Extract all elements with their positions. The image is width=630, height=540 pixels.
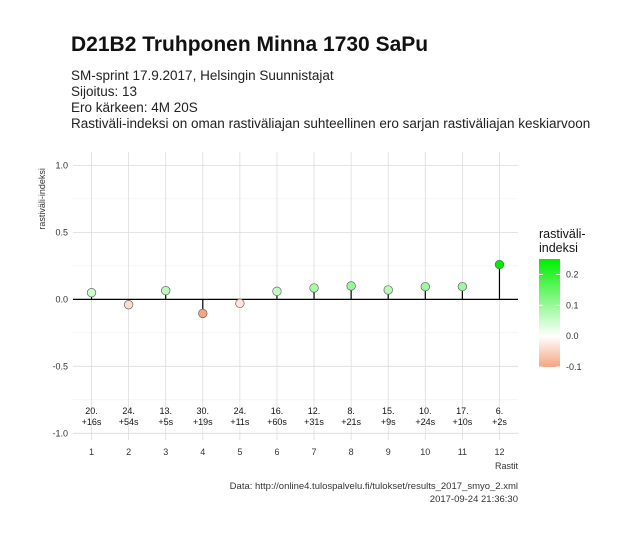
time-diff-label: +16s [82, 417, 102, 427]
x-tick-label: 12 [494, 447, 504, 457]
subtitle-description: Rastiväli-indeksi on oman rastiväliajan … [71, 116, 591, 131]
lollipop-point [123, 300, 134, 310]
x-tick-label: 3 [163, 447, 168, 457]
time-diff-label: +31s [304, 417, 324, 427]
subtitle-gap: Ero kärkeen: 4M 20S [71, 100, 198, 115]
x-tick-label: 10 [420, 447, 430, 457]
rank-label: 8. [347, 406, 355, 416]
legend-title: indeksi [539, 241, 578, 255]
legend-tick-label: 0.1 [566, 300, 579, 310]
subtitle-placement: Sijoitus: 13 [71, 84, 138, 99]
x-tick-label: 11 [458, 447, 467, 457]
lollipop-point [346, 281, 356, 291]
rank-label: 24. [122, 406, 135, 416]
rank-label: 13. [159, 406, 172, 416]
time-diff-label: +2s [492, 417, 507, 427]
lollipop-point [161, 285, 171, 296]
rank-label: 12. [308, 406, 321, 416]
lollipop-point [309, 283, 319, 293]
y-axis-title: rastiväli-indeksi [37, 168, 47, 230]
legend-tick-label: -0.1 [566, 362, 582, 372]
x-tick-label: 2 [126, 447, 131, 457]
x-tick-label: 7 [312, 447, 317, 457]
time-diff-label: +9s [381, 417, 396, 427]
rank-label: 10. [419, 406, 432, 416]
legend-tick-label: 0.0 [566, 331, 579, 341]
x-tick-label: 9 [386, 447, 391, 457]
y-tick-label: 0.0 [55, 294, 68, 304]
timestamp-caption: 2017-09-24 21:36:30 [429, 494, 518, 505]
x-tick-label: 6 [274, 447, 279, 457]
legend-tick-label: 0.2 [566, 269, 579, 279]
x-axis-title: Rastit [495, 461, 519, 471]
rank-label: 16. [271, 406, 284, 416]
y-tick-label: 0.5 [55, 227, 68, 237]
y-tick-label: -0.5 [52, 361, 68, 371]
lollipop-point [272, 286, 282, 296]
time-diff-label: +21s [341, 417, 361, 427]
y-tick-label: -1.0 [52, 428, 68, 438]
x-tick-label: 1 [89, 447, 94, 457]
time-diff-label: +5s [158, 417, 173, 427]
lollipop-point [420, 281, 430, 292]
lollipop-point [198, 308, 208, 319]
time-diff-label: +10s [452, 417, 472, 427]
lollipop-point [86, 288, 97, 298]
x-tick-label: 4 [200, 447, 205, 457]
subtitle-event: SM-sprint 17.9.2017, Helsingin Suunnista… [71, 68, 334, 83]
rank-label: 24. [234, 406, 247, 416]
lollipop-point [494, 259, 505, 270]
x-tick-label: 5 [237, 447, 242, 457]
time-diff-label: +54s [119, 417, 139, 427]
data-source-caption: Data: http://online4.tulospalvelu.fi/tul… [229, 481, 518, 492]
time-diff-label: +11s [230, 417, 250, 427]
lollipop-point [457, 281, 468, 292]
legend-colorbar [539, 259, 560, 367]
time-diff-label: +24s [415, 417, 435, 427]
x-tick-label: 8 [349, 447, 354, 457]
legend-title: rastiväli- [539, 227, 586, 241]
rank-label: 6. [496, 406, 504, 416]
lollipop-point [235, 298, 245, 309]
lollipop-point [383, 285, 393, 295]
time-diff-label: +60s [267, 417, 287, 427]
rank-label: 17. [456, 406, 469, 416]
chart-title: D21B2 Truhponen Minna 1730 SaPu [71, 33, 429, 56]
y-tick-label: 1.0 [55, 160, 68, 170]
rank-label: 15. [382, 406, 395, 416]
rank-label: 20. [85, 406, 98, 416]
time-diff-label: +19s [193, 417, 213, 427]
rank-label: 30. [197, 406, 210, 416]
